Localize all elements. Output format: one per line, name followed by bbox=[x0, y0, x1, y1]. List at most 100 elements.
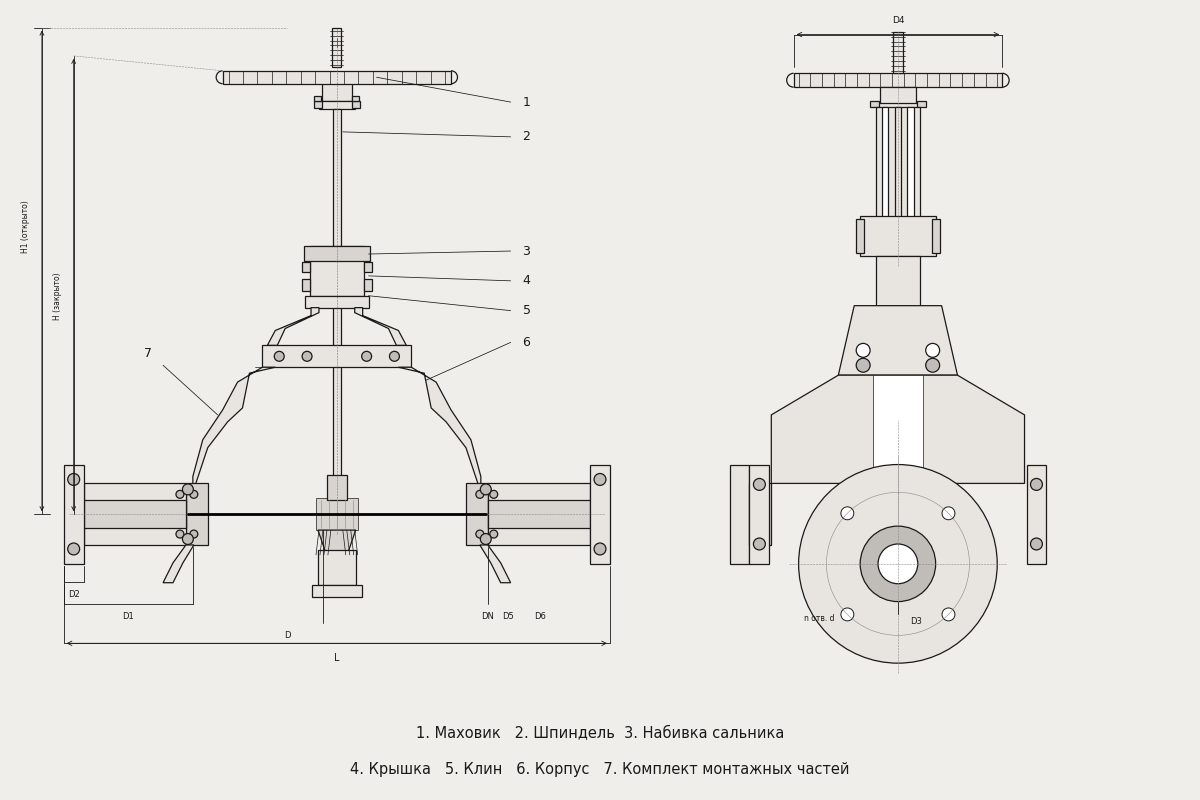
Bar bbox=[186, 483, 208, 545]
Circle shape bbox=[390, 351, 400, 362]
Bar bbox=[882, 107, 888, 256]
Circle shape bbox=[594, 474, 606, 486]
Bar bbox=[730, 465, 750, 564]
Circle shape bbox=[1031, 538, 1043, 550]
Text: Н (закрыто): Н (закрыто) bbox=[53, 272, 61, 319]
Text: DN: DN bbox=[481, 611, 494, 621]
Bar bbox=[326, 566, 347, 578]
Bar bbox=[84, 483, 186, 545]
Text: 4: 4 bbox=[522, 274, 530, 287]
Text: 4. Крышка   5. Клин   6. Корпус   7. Комплект монтажных частей: 4. Крышка 5. Клин 6. Корпус 7. Комплект … bbox=[350, 762, 850, 777]
Circle shape bbox=[182, 534, 193, 545]
Bar bbox=[876, 256, 919, 306]
Bar bbox=[880, 87, 916, 107]
Text: D4: D4 bbox=[892, 16, 904, 25]
Bar bbox=[907, 107, 914, 256]
Polygon shape bbox=[163, 545, 194, 582]
Text: 3: 3 bbox=[522, 245, 530, 258]
Circle shape bbox=[1031, 478, 1043, 490]
Bar bbox=[876, 107, 919, 256]
Circle shape bbox=[754, 538, 766, 550]
Bar bbox=[305, 296, 370, 308]
Circle shape bbox=[925, 343, 940, 358]
Bar bbox=[314, 101, 322, 108]
Circle shape bbox=[176, 490, 184, 498]
Polygon shape bbox=[839, 306, 958, 375]
Circle shape bbox=[490, 530, 498, 538]
Bar bbox=[310, 246, 364, 296]
Bar bbox=[878, 103, 918, 109]
Bar bbox=[301, 262, 310, 272]
Circle shape bbox=[942, 608, 955, 621]
Circle shape bbox=[361, 351, 372, 362]
Text: D6: D6 bbox=[534, 611, 546, 621]
Bar bbox=[590, 465, 610, 564]
Bar bbox=[1026, 465, 1046, 564]
Bar bbox=[332, 109, 341, 502]
Bar bbox=[364, 279, 372, 290]
Bar bbox=[84, 500, 186, 528]
Bar bbox=[263, 346, 412, 367]
Polygon shape bbox=[268, 308, 319, 346]
Text: D1: D1 bbox=[122, 611, 134, 621]
Circle shape bbox=[67, 474, 79, 486]
Polygon shape bbox=[318, 530, 355, 562]
Circle shape bbox=[754, 478, 766, 490]
Bar bbox=[323, 558, 350, 568]
Circle shape bbox=[476, 490, 484, 498]
Bar bbox=[316, 498, 358, 530]
Circle shape bbox=[841, 608, 854, 621]
Circle shape bbox=[67, 543, 79, 555]
Bar bbox=[931, 219, 940, 253]
Bar bbox=[322, 83, 352, 101]
Text: n отв. d: n отв. d bbox=[804, 614, 834, 623]
Bar bbox=[304, 246, 370, 261]
Bar bbox=[318, 78, 355, 83]
Circle shape bbox=[275, 351, 284, 362]
Bar bbox=[314, 96, 322, 101]
Circle shape bbox=[925, 358, 940, 372]
Circle shape bbox=[594, 543, 606, 555]
Bar bbox=[223, 71, 451, 84]
Circle shape bbox=[480, 534, 491, 545]
Polygon shape bbox=[480, 545, 511, 582]
Text: D5: D5 bbox=[502, 611, 514, 621]
Circle shape bbox=[878, 544, 918, 584]
Circle shape bbox=[190, 490, 198, 498]
Bar bbox=[466, 483, 487, 545]
Circle shape bbox=[857, 358, 870, 372]
Bar bbox=[353, 96, 359, 101]
Text: 2: 2 bbox=[522, 130, 530, 143]
Polygon shape bbox=[193, 367, 275, 492]
Bar bbox=[332, 28, 341, 67]
Bar bbox=[64, 465, 84, 564]
Bar bbox=[793, 74, 1002, 87]
Text: D: D bbox=[284, 631, 290, 640]
Circle shape bbox=[176, 530, 184, 538]
Text: 6: 6 bbox=[522, 336, 530, 349]
Text: 7: 7 bbox=[144, 347, 152, 360]
Bar bbox=[750, 483, 772, 545]
Text: L: L bbox=[334, 654, 340, 663]
Bar bbox=[487, 500, 590, 528]
Circle shape bbox=[942, 507, 955, 520]
Circle shape bbox=[490, 490, 498, 498]
Polygon shape bbox=[398, 367, 481, 492]
Text: 1: 1 bbox=[522, 95, 530, 109]
Text: D3: D3 bbox=[910, 618, 922, 626]
Circle shape bbox=[480, 484, 491, 495]
Polygon shape bbox=[355, 308, 407, 346]
Text: 1. Маховик   2. Шпиндель  3. Набивка сальника: 1. Маховик 2. Шпиндель 3. Набивка сальни… bbox=[416, 725, 784, 740]
Bar bbox=[893, 31, 902, 74]
Bar bbox=[860, 216, 936, 256]
Bar bbox=[312, 585, 361, 597]
Polygon shape bbox=[772, 375, 1025, 483]
Bar bbox=[895, 107, 901, 256]
Bar bbox=[487, 483, 590, 545]
Circle shape bbox=[799, 465, 997, 663]
Bar bbox=[857, 219, 864, 253]
Text: D2: D2 bbox=[68, 590, 79, 598]
Text: Н1 (открыто): Н1 (открыто) bbox=[20, 200, 30, 253]
Bar bbox=[301, 279, 310, 290]
Bar bbox=[352, 101, 360, 108]
